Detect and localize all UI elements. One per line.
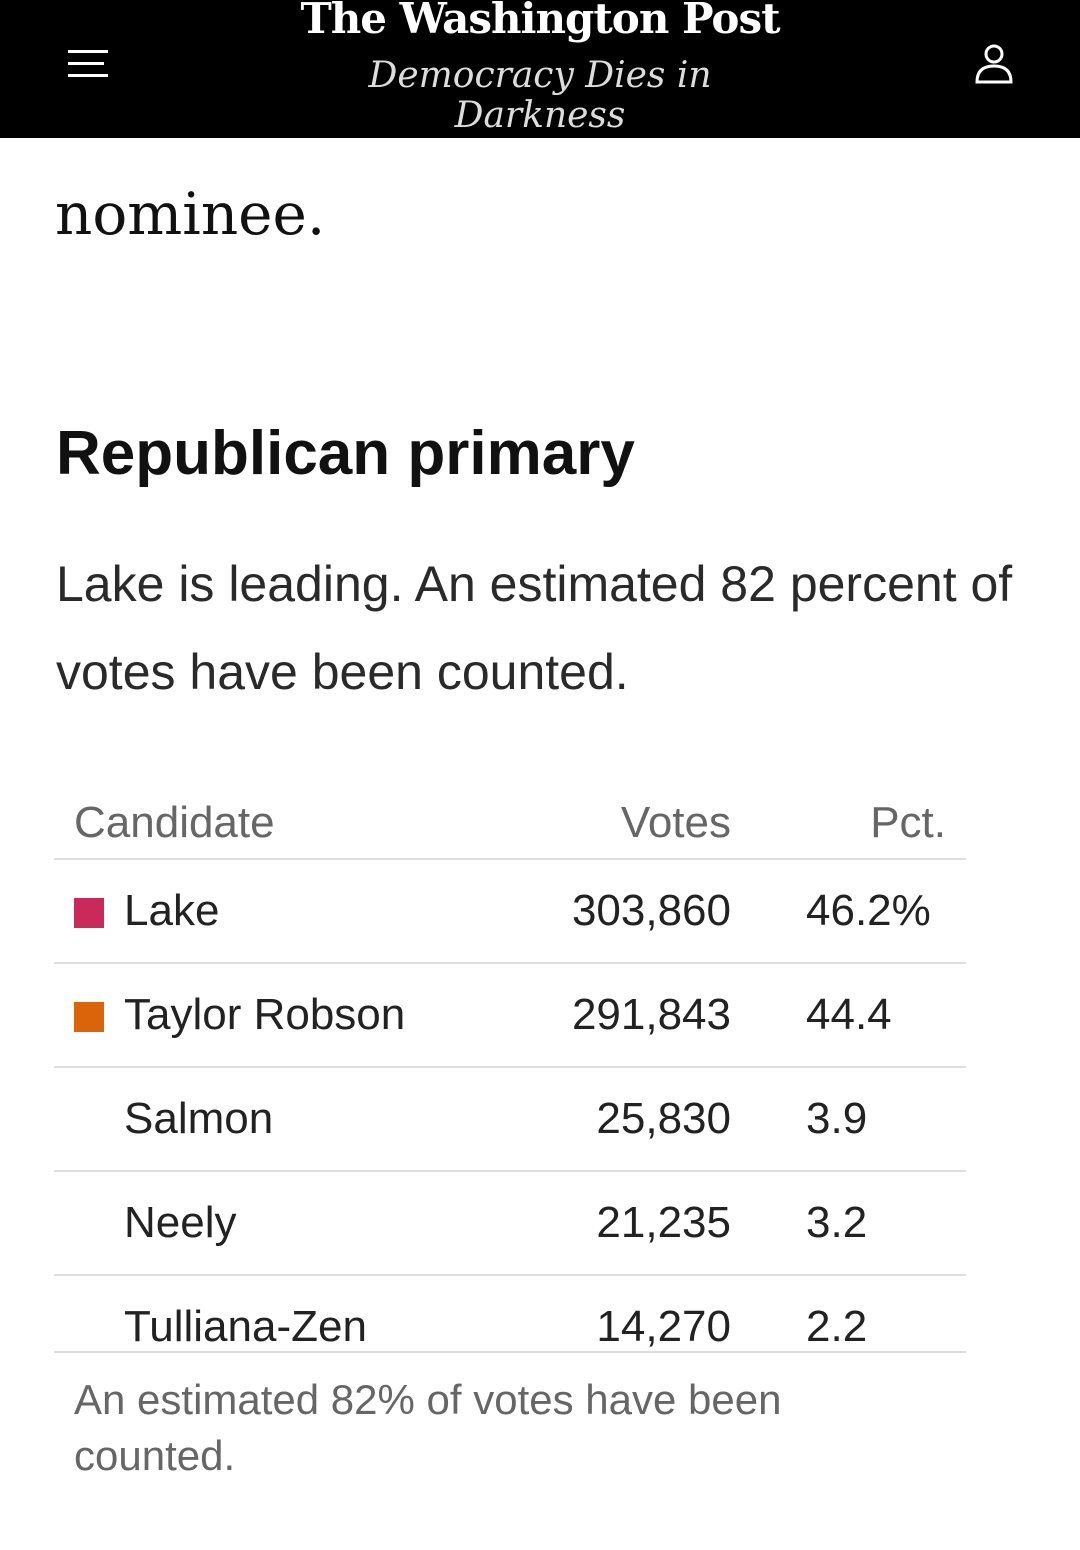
- candidate-name: Taylor Robson: [124, 990, 406, 1039]
- user-button[interactable]: [974, 42, 1014, 84]
- header-pct: Pct.: [870, 798, 946, 847]
- section-title: Republican primary: [56, 419, 635, 488]
- header-candidate: Candidate: [74, 798, 275, 847]
- pct-cell: 46.2%: [732, 858, 966, 963]
- votes-cell: 25,830: [519, 1066, 732, 1171]
- votes-cell: 291,843: [519, 962, 732, 1067]
- party-color-swatch: [74, 898, 104, 928]
- candidate-cell: Salmon: [54, 1066, 520, 1171]
- votes-cell: 14,270: [519, 1274, 732, 1378]
- candidate-name: Salmon: [124, 1094, 274, 1143]
- candidate-cell: Neely: [54, 1170, 520, 1275]
- party-color-swatch: [74, 1002, 104, 1032]
- pct-cell: 44.4: [732, 962, 966, 1067]
- table-row: Neely 21,235 3.2: [54, 1170, 966, 1275]
- footnote: An estimated 82% of votes have been coun…: [74, 1376, 782, 1479]
- candidate-name: Neely: [124, 1198, 237, 1247]
- votes-cell: 303,860: [519, 858, 732, 963]
- hamburger-line: [68, 62, 104, 65]
- site-header: The Washington Post Democracy Dies in Da…: [0, 0, 1080, 138]
- candidate-name: Lake: [124, 886, 220, 935]
- results-table: Candidate Votes Pct. Lake 303,860 46.2% T…: [54, 775, 966, 1378]
- header-votes: Votes: [620, 798, 731, 847]
- tagline: Democracy Dies in Darkness: [368, 55, 712, 136]
- votes-cell: 21,235: [519, 1170, 732, 1275]
- race-summary: Lake is leading. An estimated 82 percent…: [56, 556, 1013, 700]
- table-row: Salmon 25,830 3.9: [54, 1066, 966, 1171]
- table-row: Lake 303,860 46.2%: [54, 858, 966, 963]
- hamburger-line: [68, 74, 108, 77]
- menu-button[interactable]: [68, 50, 108, 78]
- candidate-cell: Lake: [54, 858, 520, 963]
- pct-cell: 3.9: [732, 1066, 966, 1171]
- article-text: nominee.: [55, 180, 326, 248]
- logo[interactable]: The Washington Post: [300, 0, 781, 43]
- table-row: Tulliana-Zen 14,270 2.2: [54, 1274, 966, 1378]
- user-icon: [975, 44, 1013, 84]
- table-row: Taylor Robson 291,843 44.4: [54, 962, 966, 1067]
- pct-cell: 3.2: [732, 1170, 966, 1275]
- pct-cell: 2.2: [732, 1274, 966, 1378]
- candidate-cell: Taylor Robson: [54, 962, 520, 1067]
- divider: [54, 1351, 966, 1353]
- hamburger-icon: [68, 50, 108, 53]
- candidate-cell: Tulliana-Zen: [54, 1274, 520, 1378]
- candidate-name: Tulliana-Zen: [124, 1302, 367, 1351]
